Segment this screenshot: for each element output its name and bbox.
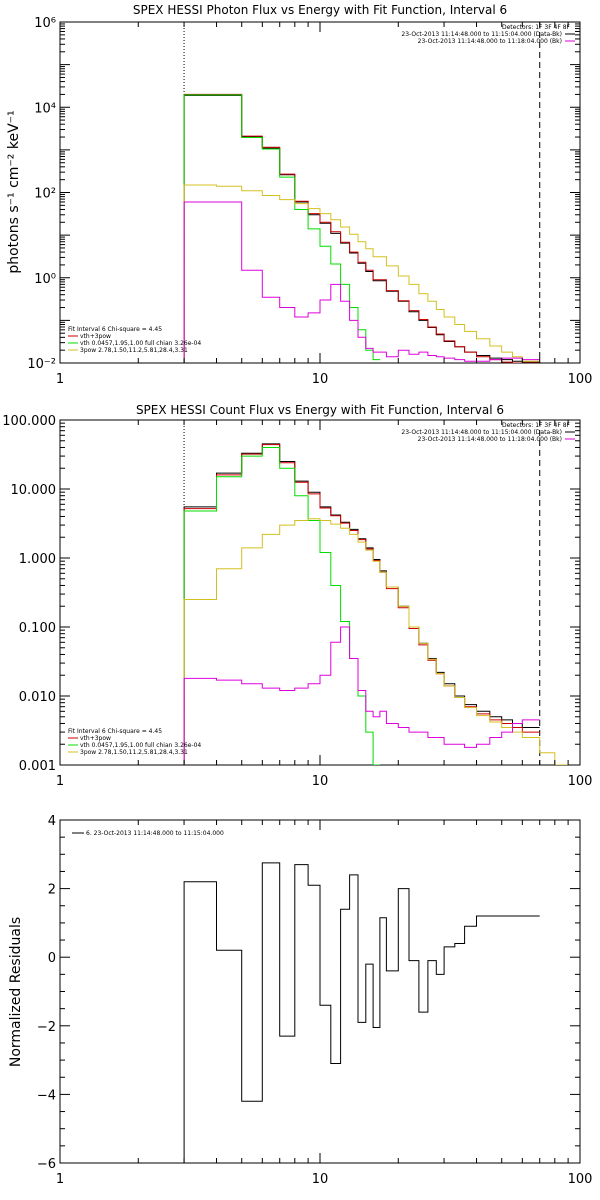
count-flux-panel: SPEX HESSI Count Flux vs Energy with Fit…: [2, 403, 592, 789]
y-tick-label: 10⁶: [34, 16, 56, 31]
legend-top-entry: 23-Oct-2013 11:14:48.000 to 11:15:04.000…: [401, 429, 562, 436]
series-line-6-23-oct-2013-11-14-48-000-to-11-15-04-000: [183, 862, 540, 1163]
x-tick-label: 10: [312, 774, 329, 789]
photon-flux-title: SPEX HESSI Photon Flux vs Energy with Fi…: [133, 3, 507, 17]
y-tick-label: 0.010: [19, 690, 56, 705]
x-tick-label: 10: [312, 372, 329, 387]
y-tick-label: 2: [48, 883, 56, 898]
y-tick-label: 0.001: [19, 759, 56, 774]
legend-bottom-entry: vth+3pow: [80, 333, 111, 340]
y-tick-label: 100.000: [2, 414, 56, 429]
series-line-bk: [183, 201, 540, 363]
residuals-ylabel: Normalized Residuals: [8, 917, 24, 1067]
series-line-data-bk: [183, 443, 540, 765]
y-tick-label: 4: [48, 814, 56, 829]
y-tick-label: 10⁻²: [27, 357, 56, 372]
y-tick-label: 10.000: [11, 483, 57, 498]
x-tick-label: 100: [568, 1172, 593, 1187]
legend-bottom-entry: vth 0.0457,1.95,1.00 full chian 3.26e-04: [80, 742, 201, 749]
legend-top-entry: Detectors: 1F 3F 4F 8F: [502, 24, 571, 31]
series-line-vth-3pow: [183, 444, 540, 765]
x-tick-label: 1: [56, 774, 64, 789]
legend-bottom-entry: vth 0.0457,1.95,1.00 full chian 3.26e-04: [80, 340, 201, 347]
series-line-vth: [183, 94, 380, 363]
legend-top-entry: 23-Oct-2013 11:14:48.000 to 11:15:04.000…: [401, 31, 562, 38]
legend-bottom-entry: Fit Interval 6 Chi-square = 4.45: [68, 728, 162, 735]
series-line-3pow: [183, 184, 540, 363]
x-tick-label: 10: [312, 1172, 329, 1187]
y-tick-label: −2: [37, 1020, 56, 1035]
series-line-data-bk: [183, 94, 540, 363]
photon-flux-panel: SPEX HESSI Photon Flux vs Energy with Fi…: [6, 3, 592, 387]
count-flux-title: SPEX HESSI Count Flux vs Energy with Fit…: [136, 403, 504, 417]
x-tick-label: 1: [56, 1172, 64, 1187]
series-line-bk: [183, 626, 540, 765]
x-tick-label: 1: [56, 372, 64, 387]
legend-bottom-entry: Fit Interval 6 Chi-square = 4.45: [68, 326, 162, 333]
y-tick-label: 1.000: [19, 552, 56, 567]
x-tick-label: 100: [568, 372, 593, 387]
photon-flux-ylabel: photons s⁻¹ cm⁻² keV⁻¹: [6, 110, 22, 273]
legend-bottom-entry: 3pow 2.78,1.50,11.2,5.81,28.4,3.31: [80, 749, 188, 756]
y-tick-label: 0: [48, 951, 56, 966]
x-tick-label: 100: [568, 774, 593, 789]
series-line-3pow: [183, 518, 569, 765]
residuals-panel: Normalized Residuals 1 10 100 −6 −4 −2 0 2 4 6. …: [8, 814, 592, 1187]
y-tick-label: 10⁴: [34, 101, 56, 116]
legend-top-entry: 6. 23-Oct-2013 11:14:48.000 to 11:15:04.…: [86, 830, 224, 837]
legend-top-entry: 23-Oct-2013 11:14:48.000 to 11:18:04.000…: [418, 436, 562, 443]
y-tick-label: 10²: [34, 187, 56, 202]
series-line-vth-3pow: [183, 93, 540, 363]
y-tick-label: −6: [37, 1157, 56, 1172]
y-tick-label: −4: [37, 1088, 56, 1103]
legend-bottom-entry: vth+3pow: [80, 735, 111, 742]
legend-top-entry: Detectors: 1F 3F 4F 8F: [502, 422, 571, 429]
legend-top-entry: 23-Oct-2013 11:14:48.000 to 11:18:04.000…: [418, 38, 562, 45]
series-line-vth: [183, 447, 380, 765]
y-tick-label: 10⁰: [34, 272, 56, 287]
count-flux-axes: [59, 419, 581, 766]
legend-bottom-entry: 3pow 2.78,1.50,11.2,5.81,28.4,3.31: [80, 347, 188, 354]
y-tick-label: 0.100: [19, 621, 56, 636]
